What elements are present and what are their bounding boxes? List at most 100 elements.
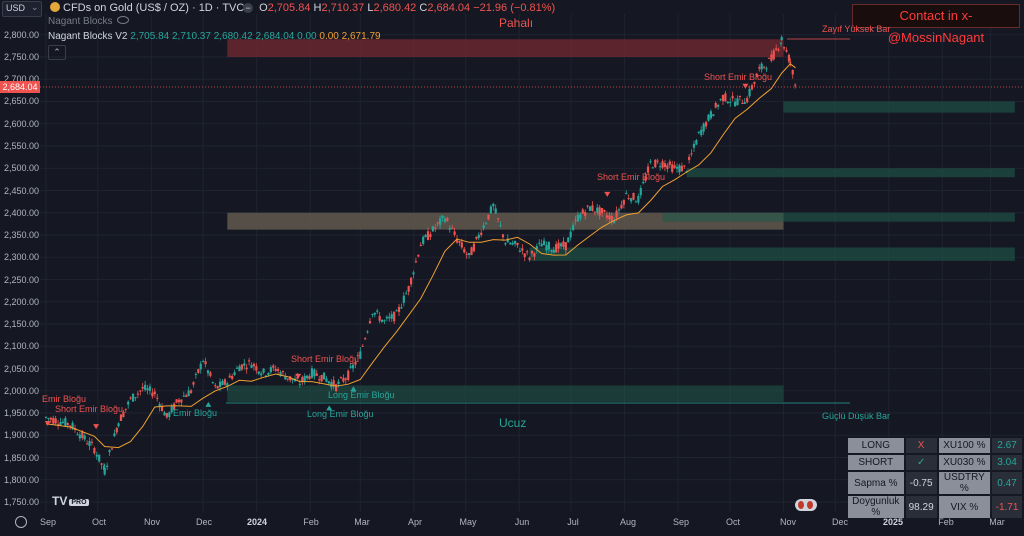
candle-body bbox=[204, 361, 207, 365]
candle-body bbox=[383, 320, 386, 322]
symbol-title[interactable]: CFDs on Gold (US$ / OZ) · 1D · TVC bbox=[50, 2, 244, 14]
candle-body bbox=[533, 253, 536, 257]
indicator-nagant-blocks[interactable]: Nagant Blocks bbox=[48, 16, 130, 27]
minus-icon[interactable]: − bbox=[243, 3, 253, 13]
candle-body bbox=[56, 423, 60, 426]
flag-icon[interactable] bbox=[795, 499, 817, 511]
x-tick: 2025 bbox=[882, 517, 904, 527]
candle-body bbox=[90, 441, 94, 443]
candle-body bbox=[119, 414, 123, 422]
candle-body bbox=[199, 363, 202, 370]
candle-body bbox=[559, 243, 563, 247]
chart-grid bbox=[40, 14, 1024, 512]
strong-low-label: Güçlü Düşük Bar bbox=[822, 411, 891, 421]
gold-coin-icon bbox=[50, 2, 60, 12]
candle-body bbox=[371, 313, 374, 315]
candle-body bbox=[472, 243, 476, 252]
table-cell: XU100 % bbox=[938, 438, 991, 453]
candle-body bbox=[289, 376, 292, 381]
candle-body bbox=[127, 401, 130, 405]
candle-body bbox=[475, 236, 478, 239]
candle-body bbox=[695, 140, 698, 145]
candle-body bbox=[557, 242, 560, 249]
y-tick: 1,850.00 bbox=[4, 453, 40, 463]
table-row: Doygunluk % 98.29 VIX % -1.71 bbox=[848, 496, 1022, 518]
contact-banner: Contact in x-@MossinNagant bbox=[852, 4, 1020, 45]
candle-body bbox=[678, 165, 681, 173]
candle-body bbox=[272, 365, 275, 368]
order-block-zones bbox=[227, 39, 1015, 402]
candle-body bbox=[78, 434, 81, 439]
settings-gear-icon[interactable] bbox=[15, 516, 27, 528]
x-tick: Mar bbox=[989, 517, 1005, 527]
x-tick: May bbox=[459, 517, 477, 527]
zone-band bbox=[783, 101, 1015, 113]
candle-body bbox=[610, 215, 613, 222]
candle-body bbox=[245, 367, 248, 370]
candle-body bbox=[277, 369, 280, 371]
table-cell: ✓ bbox=[905, 455, 937, 470]
candle-body bbox=[743, 102, 746, 104]
candle-body bbox=[424, 234, 427, 238]
y-tick: 2,700.00 bbox=[4, 74, 40, 84]
candle-body bbox=[775, 48, 778, 50]
candle-body bbox=[153, 391, 156, 395]
candle-body bbox=[755, 73, 758, 77]
candle-body bbox=[180, 399, 183, 403]
candle-body bbox=[366, 331, 369, 333]
candle-body bbox=[108, 450, 111, 453]
candle-body bbox=[417, 254, 420, 257]
table-cell: 2.67 bbox=[992, 438, 1022, 453]
candle-body bbox=[322, 372, 326, 380]
y-tick: 1,950.00 bbox=[4, 408, 40, 418]
candle-body bbox=[690, 153, 693, 155]
currency-selector[interactable]: USD ⌄ bbox=[2, 1, 42, 17]
candle-body bbox=[530, 250, 534, 254]
candle-body bbox=[250, 365, 253, 368]
candle-body bbox=[156, 397, 159, 399]
candle-body bbox=[231, 375, 234, 379]
candle-body bbox=[95, 454, 98, 457]
candle-body bbox=[209, 372, 212, 376]
candle-body bbox=[54, 418, 57, 424]
candle-body bbox=[770, 54, 773, 61]
candle-body bbox=[463, 248, 466, 253]
candle-body bbox=[88, 441, 91, 446]
candle-body bbox=[308, 376, 311, 379]
eye-icon[interactable] bbox=[117, 16, 130, 24]
y-tick: 2,500.00 bbox=[4, 163, 40, 173]
candle-body bbox=[110, 448, 114, 450]
candle-body bbox=[567, 237, 570, 243]
candle-body bbox=[284, 376, 287, 380]
table-cell: -1.71 bbox=[992, 496, 1022, 518]
collapse-legend-button[interactable]: ⌃ bbox=[48, 45, 66, 60]
candle-body bbox=[468, 253, 471, 255]
currency-label: USD bbox=[6, 3, 26, 13]
candle-body bbox=[668, 161, 671, 165]
candle-body bbox=[148, 386, 152, 391]
short-block-label: Short Emir Bloğu bbox=[291, 354, 360, 364]
short-signal-marker bbox=[44, 421, 51, 427]
candle-body bbox=[644, 176, 647, 181]
candle-body bbox=[136, 393, 139, 395]
candle-body bbox=[106, 465, 109, 467]
candle-body bbox=[306, 375, 309, 379]
candle-body bbox=[313, 369, 316, 377]
y-tick: 2,650.00 bbox=[4, 96, 40, 106]
candle-body bbox=[429, 234, 432, 237]
candle-body bbox=[501, 234, 505, 238]
candle-body bbox=[777, 49, 780, 51]
moving-average-line bbox=[45, 63, 796, 449]
x-tick: Oct bbox=[91, 517, 107, 527]
table-row: LONG X XU100 % 2.67 bbox=[848, 438, 1022, 453]
candle-body bbox=[791, 70, 794, 75]
candle-body bbox=[339, 377, 343, 379]
candle-body bbox=[332, 380, 335, 387]
indicator-nagant-blocks-v2[interactable]: Nagant Blocks V2 2,705.84 2,710.37 2,680… bbox=[48, 31, 381, 42]
candle-body bbox=[298, 383, 301, 385]
candle-body bbox=[262, 368, 265, 373]
candle-body bbox=[177, 399, 181, 403]
candle-body bbox=[540, 243, 543, 247]
short-block-label: Short Emir Bloğu bbox=[704, 72, 773, 82]
